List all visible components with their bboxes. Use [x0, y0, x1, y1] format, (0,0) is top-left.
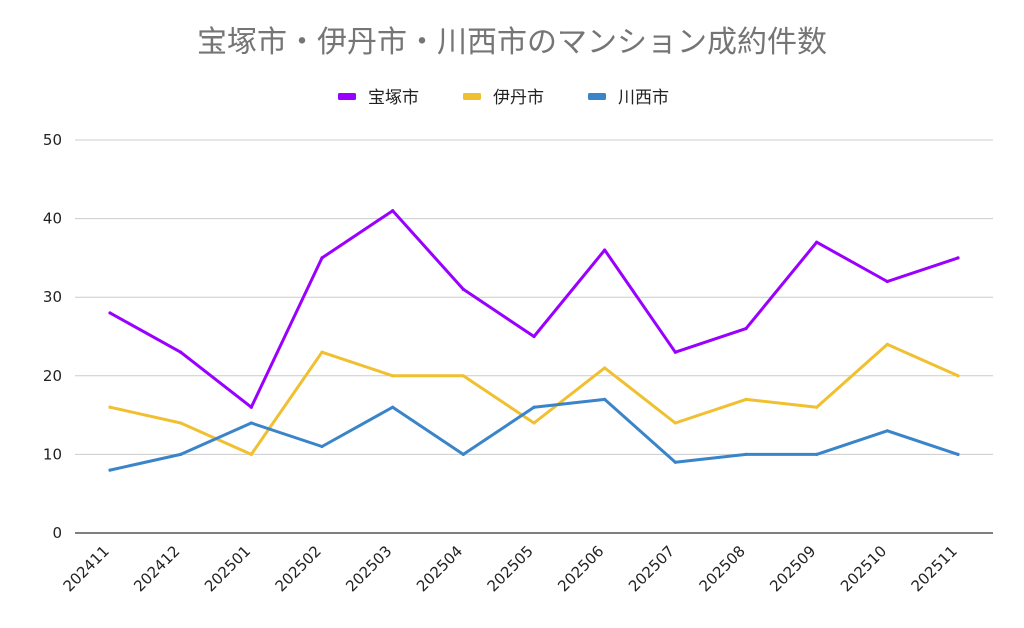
x-tick-label: 202506 — [554, 542, 607, 595]
x-tick-label: 202502 — [272, 542, 325, 595]
data-point — [108, 405, 112, 409]
data-point — [673, 460, 677, 464]
data-point — [391, 405, 395, 409]
legend: 宝塚市 伊丹市 川西市 — [338, 88, 669, 108]
data-point — [108, 311, 112, 315]
data-point — [532, 421, 536, 425]
x-tick-label: 202509 — [766, 542, 819, 595]
data-point — [885, 429, 889, 433]
legend-swatch — [338, 93, 356, 100]
series-line-3 — [108, 397, 960, 472]
x-tick-label: 202411 — [60, 542, 113, 595]
legend-label: 伊丹市 — [493, 88, 544, 108]
data-point — [179, 350, 183, 354]
data-point — [461, 287, 465, 291]
x-axis: 202411 202412 202501 202502 202503 202504 2025… — [60, 542, 961, 595]
data-point — [744, 452, 748, 456]
series-line-2 — [108, 342, 960, 456]
data-point — [532, 405, 536, 409]
x-tick-label: 202501 — [201, 542, 254, 595]
legend-label: 宝塚市 — [368, 88, 419, 108]
y-tick-label: 20 — [43, 367, 62, 385]
data-point — [249, 405, 253, 409]
data-point — [956, 374, 960, 378]
data-point — [815, 452, 819, 456]
data-point — [391, 209, 395, 213]
data-point — [744, 397, 748, 401]
data-point — [885, 279, 889, 284]
data-point — [320, 444, 324, 449]
data-point — [603, 397, 607, 401]
y-tick-label: 0 — [52, 524, 62, 542]
data-point — [603, 366, 607, 370]
data-point — [179, 452, 183, 456]
legend-label: 川西市 — [618, 88, 669, 108]
series-lines — [108, 209, 960, 472]
data-point — [249, 421, 253, 425]
y-tick-label: 40 — [43, 210, 62, 228]
data-point — [249, 452, 253, 456]
data-point — [815, 405, 819, 409]
data-point — [956, 452, 960, 456]
legend-swatch — [588, 93, 606, 100]
y-tick-label: 10 — [43, 445, 62, 463]
data-point — [320, 350, 324, 354]
x-tick-label: 202504 — [413, 542, 466, 595]
data-point — [956, 256, 960, 260]
x-tick-label: 202511 — [908, 542, 961, 595]
chart-title: 宝塚市・伊丹市・川西市のマンション成約件数 — [197, 25, 827, 60]
y-tick-label: 30 — [43, 288, 62, 306]
x-tick-label: 202510 — [837, 542, 890, 595]
data-point — [532, 334, 536, 339]
data-point — [391, 374, 395, 378]
y-tick-label: 50 — [43, 131, 62, 149]
y-axis: 0 10 20 30 40 50 — [43, 131, 62, 542]
x-tick-label: 202412 — [130, 542, 183, 595]
x-tick-label: 202503 — [342, 542, 395, 595]
grid — [75, 139, 993, 534]
x-tick-label: 202508 — [696, 542, 749, 595]
data-point — [108, 468, 112, 472]
data-point — [603, 248, 607, 252]
data-point — [673, 421, 677, 425]
data-point — [815, 240, 819, 244]
x-tick-label: 202505 — [484, 542, 537, 595]
data-point — [744, 327, 748, 331]
data-point — [320, 256, 324, 260]
data-point — [461, 374, 465, 378]
series-line-1 — [108, 209, 960, 409]
data-point — [461, 452, 465, 456]
data-point — [673, 350, 677, 354]
x-tick-label: 202507 — [625, 542, 678, 595]
data-point — [885, 342, 889, 346]
legend-swatch — [463, 93, 481, 100]
data-point — [179, 421, 183, 425]
